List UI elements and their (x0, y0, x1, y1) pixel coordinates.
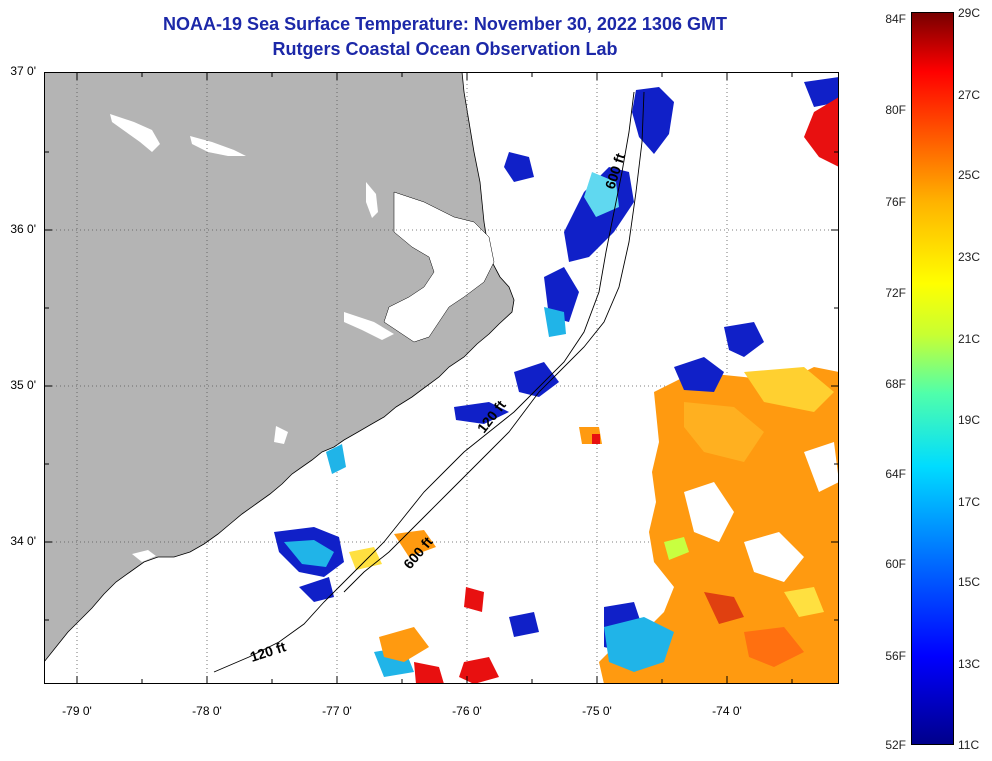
colorbar-f-label: 52F (885, 738, 906, 752)
sst-map: 600 ft 120 ft 600 ft 120 ft (44, 72, 839, 684)
colorbar-f-label: 76F (885, 195, 906, 209)
colorbar-f-label: 60F (885, 557, 906, 571)
river-water (110, 114, 160, 152)
lat-tick-label: 34 0' (10, 534, 36, 548)
colorbar-c-label: 15C (958, 575, 981, 589)
colorbar-c-label: 13C (958, 657, 981, 671)
river-water (274, 426, 288, 444)
colorbar-f-label: 84F (885, 12, 906, 26)
colorbar-c-label: 27C (958, 88, 981, 102)
isobath-lines (213, 91, 645, 673)
frame-ticks (44, 72, 839, 684)
temperature-colorbar (911, 12, 954, 745)
lon-tick-label: -78 0' (192, 704, 222, 718)
lat-lon-grid (44, 72, 839, 684)
colorbar-c-label: 17C (958, 495, 981, 509)
colorbar-f-label: 64F (885, 467, 906, 481)
lon-tick-label: -77 0' (322, 704, 352, 718)
colorbar-f-label: 72F (885, 286, 906, 300)
river-water (366, 182, 378, 218)
map-subtitle: Rutgers Coastal Ocean Observation Lab (272, 39, 618, 59)
lat-tick-label: 36 0' (10, 222, 36, 236)
colorbar-f-label: 56F (885, 649, 906, 663)
river-water (132, 550, 156, 562)
lat-tick-label: 37 0' (10, 64, 36, 78)
sound-water (383, 191, 495, 343)
lon-tick-label: -75 0' (582, 704, 612, 718)
colorbar-c-label: 25C (958, 168, 981, 182)
colorbar-f-label: 68F (885, 377, 906, 391)
colorbar-c-label: 11C (958, 738, 980, 752)
colorbar-c-label: 19C (958, 413, 981, 427)
lon-tick-label: -74 0' (712, 704, 742, 718)
colorbar-f-label: 80F (885, 103, 906, 117)
colorbar-c-label: 29C (958, 6, 981, 20)
sst-warm-region (599, 367, 839, 684)
sst-map-canvas: 600 ft 120 ft 600 ft 120 ft (44, 72, 839, 684)
colorbar-c-label: 23C (958, 250, 981, 264)
map-title: NOAA-19 Sea Surface Temperature: Novembe… (163, 14, 727, 34)
river-water (190, 136, 246, 156)
colorbar-c-label: 21C (958, 332, 981, 346)
lat-tick-label: 35 0' (10, 378, 36, 392)
river-water (344, 312, 394, 340)
lon-tick-label: -79 0' (62, 704, 92, 718)
map-frame (44, 72, 839, 684)
lon-tick-label: -76 0' (452, 704, 482, 718)
